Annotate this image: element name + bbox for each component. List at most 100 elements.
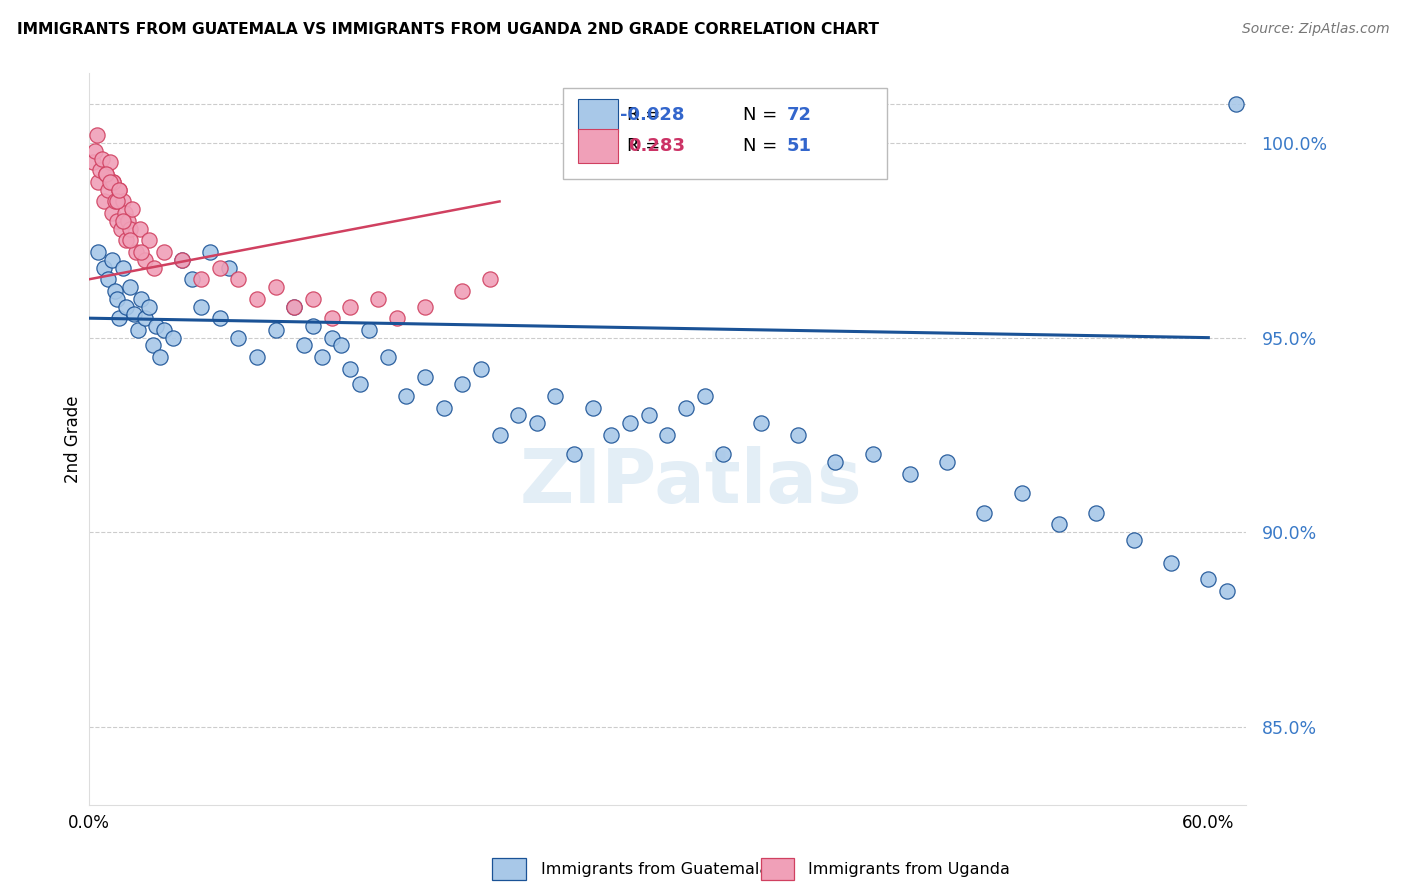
Point bbox=[134, 252, 156, 267]
Point bbox=[138, 300, 160, 314]
Point bbox=[104, 194, 127, 209]
Point bbox=[1225, 97, 1247, 112]
Point bbox=[93, 194, 115, 209]
Point bbox=[87, 245, 110, 260]
Point bbox=[302, 292, 325, 306]
Point bbox=[143, 260, 166, 275]
Point bbox=[98, 175, 121, 189]
Point bbox=[228, 331, 250, 345]
Point bbox=[103, 175, 125, 189]
Point bbox=[86, 128, 108, 143]
Point bbox=[283, 300, 305, 314]
FancyBboxPatch shape bbox=[564, 87, 887, 179]
Point bbox=[479, 272, 502, 286]
Text: Immigrants from Uganda: Immigrants from Uganda bbox=[808, 863, 1011, 877]
Point bbox=[470, 361, 492, 376]
Point bbox=[413, 369, 436, 384]
Point bbox=[127, 323, 149, 337]
Point bbox=[321, 331, 343, 345]
Point bbox=[128, 221, 150, 235]
Text: -0.028: -0.028 bbox=[620, 106, 685, 124]
Point bbox=[82, 155, 104, 169]
Point bbox=[108, 183, 131, 197]
Point bbox=[339, 361, 361, 376]
Point bbox=[138, 233, 160, 247]
Point bbox=[283, 300, 305, 314]
Point bbox=[898, 467, 921, 481]
Point bbox=[508, 409, 530, 423]
Point bbox=[100, 206, 122, 220]
Point bbox=[145, 318, 167, 333]
Point bbox=[311, 350, 333, 364]
Point bbox=[749, 417, 772, 431]
Text: Source: ZipAtlas.com: Source: ZipAtlas.com bbox=[1241, 22, 1389, 37]
Point bbox=[110, 221, 132, 235]
Point bbox=[100, 252, 122, 267]
Point bbox=[115, 233, 138, 247]
Point bbox=[1197, 572, 1219, 586]
Point bbox=[97, 183, 120, 197]
Point bbox=[562, 447, 585, 461]
FancyBboxPatch shape bbox=[578, 129, 617, 163]
Point bbox=[367, 292, 389, 306]
Point bbox=[824, 455, 846, 469]
Point bbox=[675, 401, 697, 415]
Point bbox=[172, 252, 194, 267]
Point bbox=[246, 292, 269, 306]
Text: ZIPatlas: ZIPatlas bbox=[519, 446, 862, 519]
Point bbox=[105, 292, 128, 306]
Point bbox=[111, 194, 134, 209]
Point bbox=[228, 272, 250, 286]
Point bbox=[582, 401, 605, 415]
Point bbox=[190, 272, 212, 286]
Text: IMMIGRANTS FROM GUATEMALA VS IMMIGRANTS FROM UGANDA 2ND GRADE CORRELATION CHART: IMMIGRANTS FROM GUATEMALA VS IMMIGRANTS … bbox=[17, 22, 879, 37]
Text: Immigrants from Guatemala: Immigrants from Guatemala bbox=[541, 863, 769, 877]
Point bbox=[120, 280, 142, 294]
Point bbox=[134, 311, 156, 326]
Text: R =: R = bbox=[627, 137, 661, 155]
Text: R =: R = bbox=[627, 106, 661, 124]
Point bbox=[413, 300, 436, 314]
Text: 72: 72 bbox=[787, 106, 811, 124]
Point bbox=[544, 389, 567, 403]
Point bbox=[180, 272, 202, 286]
Point bbox=[1216, 583, 1239, 598]
Point bbox=[1047, 517, 1070, 532]
Point bbox=[94, 167, 117, 181]
Point bbox=[321, 311, 343, 326]
Point bbox=[1085, 506, 1108, 520]
Point bbox=[208, 311, 231, 326]
Point bbox=[131, 292, 153, 306]
Point bbox=[108, 183, 131, 197]
Point bbox=[190, 300, 212, 314]
Point bbox=[172, 252, 194, 267]
Point bbox=[693, 389, 716, 403]
Point bbox=[862, 447, 884, 461]
Text: 0.283: 0.283 bbox=[627, 137, 685, 155]
Point bbox=[115, 300, 138, 314]
Point bbox=[83, 144, 105, 158]
Point bbox=[395, 389, 418, 403]
Point bbox=[149, 350, 172, 364]
Point bbox=[117, 214, 139, 228]
Point bbox=[1011, 486, 1033, 500]
Point bbox=[330, 338, 353, 352]
Point bbox=[152, 245, 174, 260]
Text: N =: N = bbox=[742, 106, 776, 124]
Point bbox=[936, 455, 959, 469]
Y-axis label: 2nd Grade: 2nd Grade bbox=[65, 395, 82, 483]
Point bbox=[451, 284, 474, 298]
Point bbox=[357, 323, 380, 337]
Point bbox=[1122, 533, 1144, 547]
FancyBboxPatch shape bbox=[578, 99, 617, 132]
Point bbox=[339, 300, 361, 314]
Point bbox=[619, 417, 641, 431]
Point bbox=[142, 338, 165, 352]
Point bbox=[162, 331, 184, 345]
Point bbox=[208, 260, 231, 275]
Point bbox=[111, 260, 134, 275]
Text: N =: N = bbox=[742, 137, 776, 155]
Point bbox=[787, 428, 810, 442]
Point bbox=[526, 417, 548, 431]
Point bbox=[302, 318, 325, 333]
